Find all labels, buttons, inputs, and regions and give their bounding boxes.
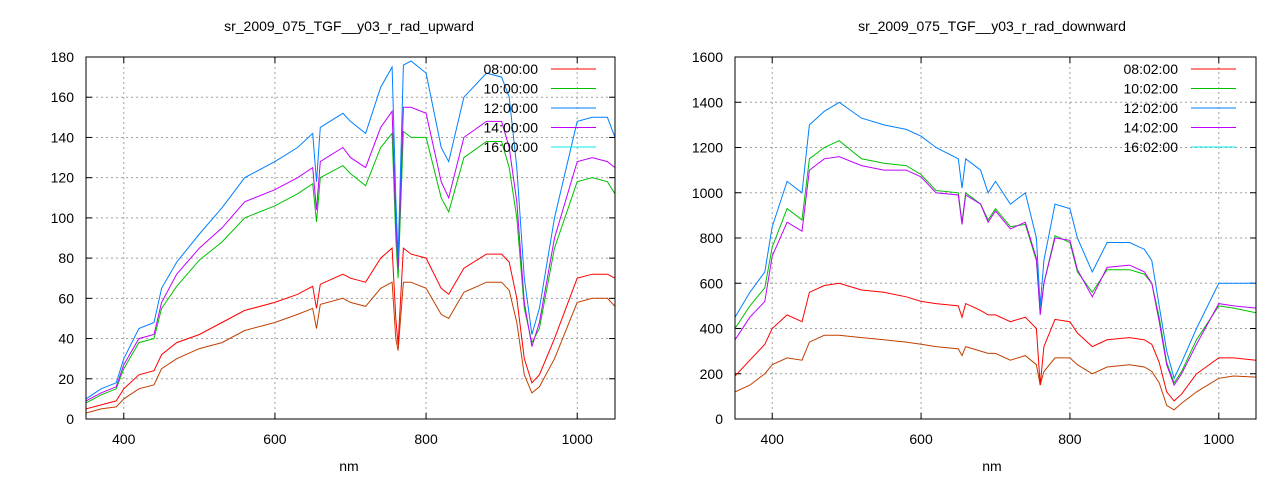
x-tick-label: 600 <box>909 431 933 447</box>
y-tick-label: 0 <box>66 411 74 427</box>
series-line-14-00-00 <box>86 106 615 402</box>
x-tick-label: 800 <box>1058 431 1082 447</box>
legend-label: 14:00:00 <box>484 120 539 136</box>
y-tick-label: 80 <box>58 250 74 266</box>
x-tick-label: 600 <box>263 431 287 447</box>
plot-area <box>735 101 1256 411</box>
chart-title: sr_2009_075_TGF__y03_r_rad_upward <box>224 18 474 34</box>
legend-label: 08:00:00 <box>484 61 539 77</box>
y-tick-label: 200 <box>700 366 724 382</box>
series-line-14-02-00 <box>735 156 1256 387</box>
y-tick-label: 1600 <box>692 49 723 65</box>
plot-area <box>86 60 615 414</box>
y-tick-label: 600 <box>700 275 724 291</box>
x-tick-label: 1000 <box>562 431 593 447</box>
y-tick-label: 40 <box>58 331 74 347</box>
y-tick-label: 100 <box>51 210 75 226</box>
legend-label: 08:02:00 <box>1124 61 1179 77</box>
y-tick-label: 20 <box>58 371 74 387</box>
series-line-12-00-00 <box>86 60 615 400</box>
series-line-10-00-00 <box>86 130 615 404</box>
legend-label: 16:00:00 <box>484 139 539 155</box>
legend-label: 12:00:00 <box>484 100 539 116</box>
y-tick-label: 160 <box>51 89 75 105</box>
x-axis-label: nm <box>982 458 1001 474</box>
y-tick-label: 1400 <box>692 94 723 110</box>
y-tick-label: 1000 <box>692 185 723 201</box>
y-tick-label: 1200 <box>692 140 723 156</box>
y-tick-label: 140 <box>51 129 75 145</box>
x-tick-label: 400 <box>112 431 136 447</box>
series-line-08-02-00 <box>735 282 1256 402</box>
series-line-16-02-00 <box>735 334 1256 411</box>
legend-label: 10:02:00 <box>1124 81 1179 97</box>
y-tick-label: 180 <box>51 49 75 65</box>
chart-title: sr_2009_075_TGF__y03_r_rad_downward <box>858 18 1126 34</box>
x-tick-label: 1000 <box>1203 431 1234 447</box>
legend-label: 12:02:00 <box>1124 100 1179 116</box>
y-tick-label: 0 <box>715 411 723 427</box>
series-line-10-02-00 <box>735 140 1256 384</box>
plot-frame <box>734 56 1257 420</box>
legend-label: 10:00:00 <box>484 81 539 97</box>
series-line-08-00-00 <box>86 247 615 410</box>
y-tick-label: 120 <box>51 170 75 186</box>
legend-label: 16:02:00 <box>1124 139 1179 155</box>
legend-label: 14:02:00 <box>1124 120 1179 136</box>
plot-frame <box>85 56 616 420</box>
x-tick-label: 800 <box>414 431 438 447</box>
y-tick-label: 800 <box>700 230 724 246</box>
series-line-12-02-00 <box>735 101 1256 380</box>
series-line-16-00-00 <box>86 281 615 414</box>
y-tick-label: 60 <box>58 290 74 306</box>
x-tick-label: 400 <box>761 431 785 447</box>
x-axis-label: nm <box>339 458 358 474</box>
y-tick-label: 400 <box>700 321 724 337</box>
